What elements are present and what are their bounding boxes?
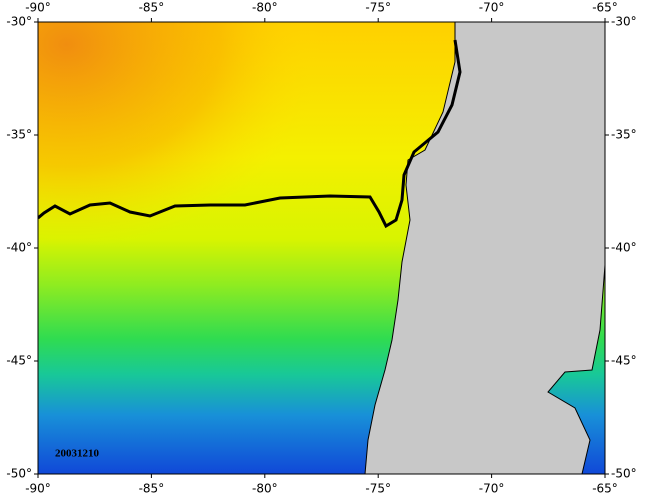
lon-label: -70°: [479, 482, 505, 496]
lat-label: -40°: [6, 241, 32, 255]
lon-label: -75°: [365, 482, 391, 496]
lat-label: -50°: [6, 467, 32, 481]
lat-label: -30°: [611, 15, 637, 29]
lat-label: -45°: [6, 354, 32, 368]
graticule: -90° -90° -85° -85° -80° -80° -75° -75° -70° -70°…: [6, 1, 636, 496]
lon-label: -75°: [365, 1, 391, 15]
lon-label: -65°: [592, 1, 618, 15]
contour: [38, 39, 462, 229]
lat-label: -35°: [6, 128, 32, 142]
lat-label: -35°: [611, 128, 637, 142]
lat-label: -40°: [611, 241, 637, 255]
lon-label: -90°: [25, 482, 51, 496]
map-area: [38, 22, 605, 474]
date-label: 20031210: [55, 448, 100, 460]
lon-label: -65°: [592, 482, 618, 496]
lat-label: -50°: [611, 467, 637, 481]
lon-label: -90°: [25, 1, 51, 15]
lat-label: -30°: [6, 15, 32, 29]
lat-label: -45°: [611, 354, 637, 368]
lon-label: -85°: [139, 1, 165, 15]
lon-label: -85°: [139, 482, 165, 496]
lon-label: -80°: [252, 482, 278, 496]
lon-label: -70°: [479, 1, 505, 15]
lon-label: -80°: [252, 1, 278, 15]
